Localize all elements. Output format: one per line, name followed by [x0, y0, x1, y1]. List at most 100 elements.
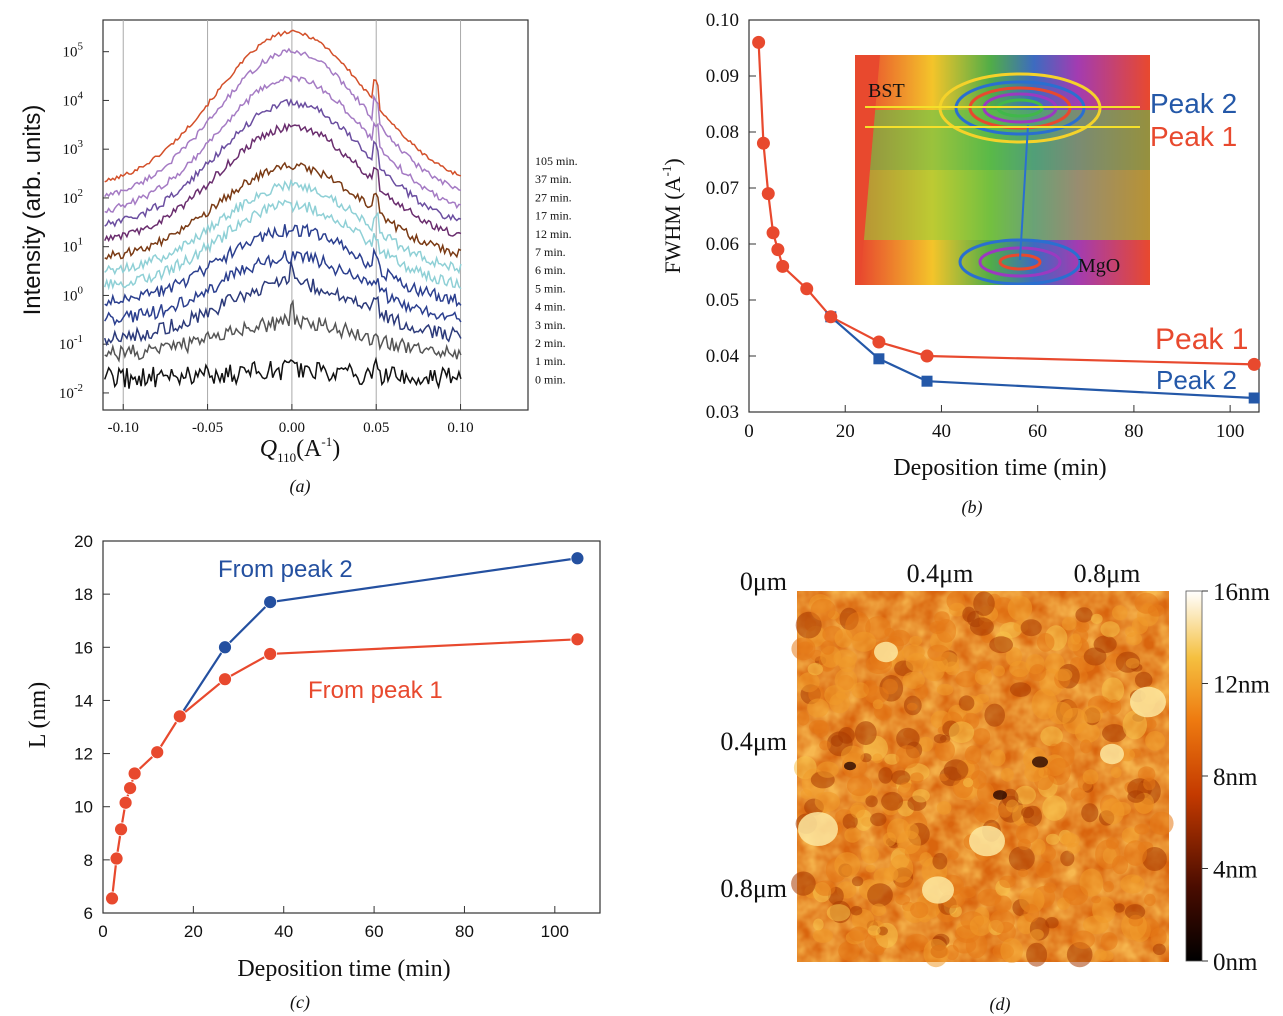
afm-dark-pit [1032, 756, 1048, 768]
panel-a-series-line [104, 223, 462, 308]
afm-grain [1063, 884, 1089, 906]
legend-from-peak2: From peak 2 [218, 556, 353, 583]
panel-b-ytick-label: 0.10 [706, 10, 739, 31]
afm-grain [797, 711, 810, 726]
afm-grain [989, 749, 1006, 767]
afm-grain [1070, 633, 1081, 645]
panel-a-series-line [104, 178, 462, 276]
afm-grain [1110, 766, 1122, 779]
panel-b-point [872, 335, 886, 349]
afm-grain [909, 635, 923, 646]
afm-grain [1044, 653, 1065, 674]
panel-a-ytick-label: 102 [63, 187, 84, 207]
afm-grain [1061, 617, 1077, 631]
afm-grain [922, 657, 945, 682]
afm-grain [969, 617, 994, 636]
panel-c-xtick-label: 100 [541, 922, 569, 941]
afm-grain [873, 945, 885, 956]
afm-grain [905, 933, 929, 952]
panel-a-ytick-label: 100 [63, 284, 84, 304]
afm-grain [999, 875, 1016, 888]
afm-grain [1102, 724, 1127, 743]
afm-grain [1095, 839, 1121, 870]
panel-a-xlabel: Q110(A-1) [260, 434, 341, 465]
afm-grain [1125, 658, 1140, 669]
panel-c-ytick-label: 10 [74, 798, 93, 817]
inset-label-bst: BST [868, 80, 905, 102]
afm-bright-grain [1130, 686, 1166, 718]
afm-grain [1122, 710, 1148, 740]
afm-grain [973, 591, 995, 616]
afm-grain [1080, 739, 1092, 754]
panel-a-ytick-label: 103 [63, 138, 84, 158]
afm-grain [943, 759, 969, 781]
panel-c-point [263, 647, 278, 661]
colorbar-label: 16nm [1213, 579, 1271, 606]
panel-a-series-line [104, 161, 462, 260]
panel-a-xtick-label: -0.10 [108, 420, 139, 436]
afm-grain [1045, 917, 1059, 929]
panel-a-series-line [104, 47, 462, 198]
afm-grain [819, 740, 831, 751]
panel-a-series-line [103, 356, 462, 390]
inset-label-mgo: MgO [1078, 255, 1120, 277]
afm-grain [871, 903, 887, 917]
panel-a-ytick-label: 10-2 [59, 382, 83, 402]
afm-grain [1090, 613, 1103, 625]
afm-grain [863, 680, 878, 696]
afm-grain [1134, 823, 1150, 835]
afm-grain [1007, 595, 1033, 621]
inset-label-peak2: Peak 2 [1150, 88, 1237, 119]
afm-grain [947, 850, 959, 860]
panel-c-ytick-label: 8 [84, 851, 93, 870]
afm-grain [1031, 688, 1058, 720]
colorbar-label: 8nm [1213, 764, 1258, 791]
panel-b-point [800, 282, 814, 296]
afm-grain [813, 918, 824, 931]
afm-grain [881, 791, 904, 811]
panel-a-series-line [104, 29, 462, 183]
afm-grain [1042, 795, 1067, 821]
afm-grain [884, 753, 900, 765]
afm-bright-grain [1100, 743, 1124, 765]
afm-grain [861, 846, 879, 864]
afm-grain [1082, 769, 1099, 785]
panel-a-ytick-label: 105 [63, 41, 84, 61]
panel-c-point [263, 595, 278, 610]
afm-grain [895, 745, 920, 769]
panel-b-point [1247, 357, 1261, 371]
panel-a-ytick-label: 10-1 [59, 333, 83, 353]
legend-peak2: Peak 2 [1156, 365, 1237, 395]
afm-bright-grain [874, 641, 898, 663]
panel-b-ytick-label: 0.03 [706, 402, 739, 423]
afm-grain [807, 662, 823, 676]
panel-c-xtick-label: 80 [455, 922, 474, 941]
afm-grain [870, 812, 887, 827]
panel-c-point [105, 891, 119, 906]
afm-grain [867, 925, 881, 936]
afm-grain [834, 852, 861, 878]
afm-grain [834, 628, 853, 648]
panel-a-legend-label: 5 min. [535, 281, 566, 295]
afm-grain [994, 895, 1012, 913]
panel-a-series-line [103, 199, 462, 291]
afm-grain [809, 720, 827, 734]
panel-a-legend-label: 37 min. [535, 172, 572, 186]
afm-grain [1020, 619, 1042, 637]
afm-grain [930, 944, 949, 959]
afm-grain [1121, 827, 1140, 844]
afm-grain [955, 671, 978, 688]
panel-a-legend-label: 1 min. [535, 354, 566, 368]
panel-a-legend-label: 4 min. [535, 300, 566, 314]
panel-c-point [127, 766, 142, 781]
panel-c-ytick-label: 16 [74, 638, 93, 657]
afm-grain [1100, 798, 1125, 825]
afm-grain [1040, 726, 1063, 747]
panel-a-frame [102, 19, 529, 411]
panel-c-xlabel: Deposition time (min) [237, 956, 450, 982]
afm-grain [1101, 677, 1125, 703]
afm-grain [820, 640, 835, 655]
afm-left-label-1: 0.4μm [720, 727, 787, 756]
panel-b-point [771, 243, 785, 257]
panel-b-xtick-label: 0 [744, 421, 754, 442]
